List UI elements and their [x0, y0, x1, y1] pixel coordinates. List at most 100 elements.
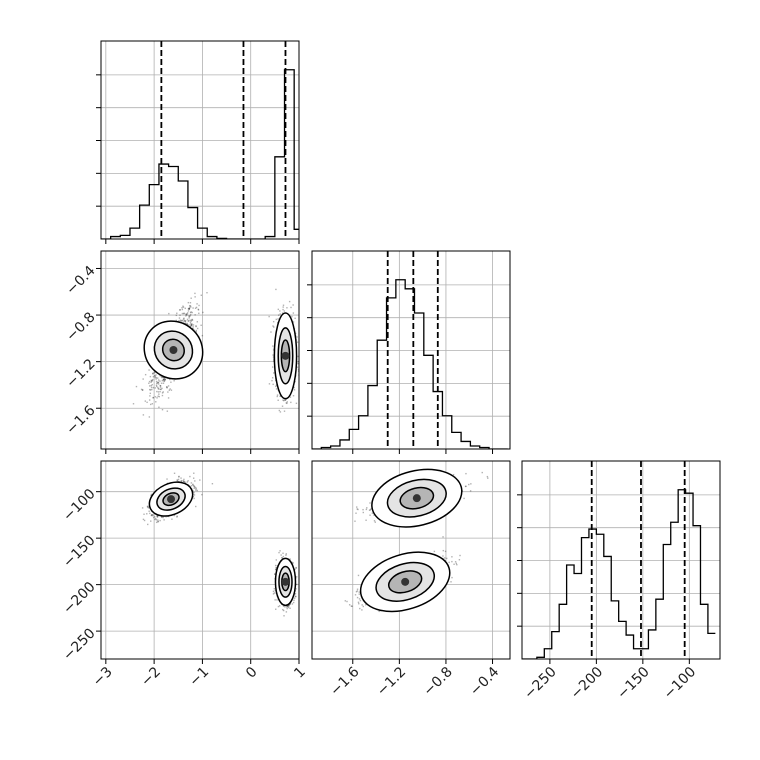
sample-point: [164, 379, 166, 381]
sample-point: [150, 386, 153, 389]
sample-point: [286, 401, 288, 403]
sample-point: [157, 383, 160, 385]
sample-point: [292, 562, 294, 564]
sample-point: [282, 308, 284, 311]
sample-point: [188, 305, 191, 307]
sample-point: [277, 605, 280, 608]
sample-point: [176, 312, 178, 314]
sample-point: [182, 480, 184, 482]
sample-point: [198, 312, 200, 315]
panel-frame: [100, 250, 300, 450]
sample-point: [160, 375, 163, 378]
sample-point: [201, 493, 203, 496]
sample-point: [301, 374, 302, 375]
sample-point: [156, 382, 159, 384]
sample-point: [179, 314, 181, 316]
sample-point: [193, 485, 195, 487]
sample-point: [284, 399, 286, 401]
sample-point: [191, 324, 193, 326]
sample-point: [274, 599, 276, 601]
sample-point: [155, 374, 157, 376]
sample-point: [182, 480, 185, 482]
sample-point: [277, 308, 280, 311]
sample-point: [272, 356, 275, 358]
sample-point: [162, 516, 164, 519]
sample-point: [198, 304, 200, 307]
sample-point: [272, 383, 274, 386]
sample-point: [295, 402, 298, 405]
sample-point: [277, 314, 280, 316]
sample-point: [150, 381, 152, 383]
sample-point: [278, 409, 281, 412]
sample-point: [178, 476, 180, 478]
sample-point: [150, 514, 153, 516]
sample-point: [191, 318, 193, 321]
sample-point: [186, 318, 189, 321]
sample-point: [279, 395, 282, 397]
sample-point: [194, 314, 196, 316]
sample-point: [190, 324, 193, 327]
sample-point: [183, 478, 185, 481]
sample-point: [154, 376, 156, 379]
sample-point: [148, 382, 150, 384]
sample-point: [149, 392, 152, 395]
sample-point: [141, 507, 144, 509]
sample-point: [150, 379, 153, 382]
sample-point: [282, 605, 285, 607]
sample-point: [186, 323, 188, 326]
sample-point: [297, 368, 299, 371]
sample-point: [187, 480, 189, 482]
sample-point: [195, 325, 197, 328]
sample-point: [159, 386, 162, 388]
sample-point: [175, 314, 178, 317]
sample-point: [146, 401, 148, 404]
sample-point: [155, 519, 158, 521]
sample-point: [162, 382, 165, 384]
sample-point: [452, 473, 455, 476]
sample-point: [168, 312, 170, 315]
sample-point: [155, 401, 157, 403]
sample-point: [211, 483, 214, 485]
sample-point: [285, 402, 287, 404]
sample-point: [150, 493, 153, 496]
sample-point: [149, 512, 151, 515]
sample-point: [181, 308, 184, 311]
ytick-label-1-0: −1.6: [63, 403, 98, 438]
sample-point: [157, 519, 159, 521]
sample-point: [283, 399, 285, 402]
sample-point: [188, 317, 190, 319]
sample-point: [285, 611, 288, 613]
sample-point: [149, 395, 151, 397]
sample-point: [282, 552, 284, 554]
sample-point: [206, 292, 208, 294]
sample-point: [161, 376, 163, 379]
sample-point: [162, 378, 165, 381]
sample-point: [191, 323, 193, 325]
sample-point: [161, 408, 164, 411]
sample-point: [149, 388, 151, 391]
sample-point: [151, 388, 153, 391]
sample-point: [176, 516, 178, 518]
sample-point: [149, 375, 152, 378]
sample-point: [148, 380, 151, 383]
sample-point: [294, 592, 297, 595]
sample-point: [158, 406, 160, 408]
sample-point: [167, 391, 169, 393]
sample-point: [166, 387, 168, 389]
sample-point: [295, 588, 297, 590]
sample-point: [293, 599, 295, 601]
xtick-label-0-1: −2: [138, 664, 164, 690]
sample-point: [147, 505, 149, 507]
sample-point: [284, 399, 287, 401]
sample-point: [169, 388, 171, 390]
sample-point: [289, 558, 291, 560]
sample-point: [150, 514, 153, 517]
sample-point: [156, 377, 159, 379]
sample-point: [152, 386, 155, 389]
sample-point: [190, 482, 193, 484]
sample-point: [156, 516, 159, 518]
sample-point: [275, 608, 277, 610]
sample-point: [187, 320, 189, 322]
sample-point: [276, 599, 278, 601]
sample-point: [273, 326, 275, 328]
